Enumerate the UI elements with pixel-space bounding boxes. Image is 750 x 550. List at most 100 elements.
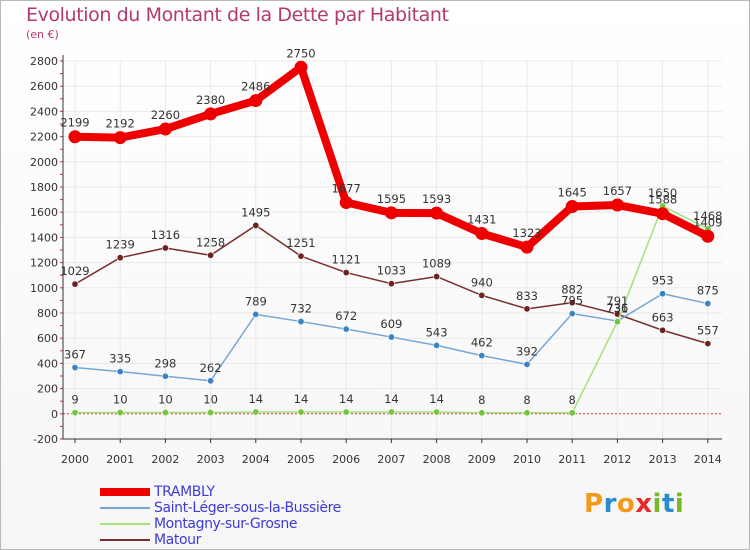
data-label: 298 bbox=[154, 356, 176, 370]
data-label: 2486 bbox=[241, 80, 270, 94]
x-tick-label: 2010 bbox=[513, 453, 541, 466]
x-tick-label: 2008 bbox=[423, 453, 451, 466]
x-tick-label: 2013 bbox=[649, 453, 677, 466]
data-point bbox=[342, 325, 350, 333]
series-lines bbox=[68, 60, 715, 417]
data-point bbox=[430, 206, 444, 220]
data-point bbox=[478, 352, 486, 360]
data-point bbox=[659, 290, 667, 298]
data-point bbox=[161, 372, 169, 380]
logo-letter: P bbox=[584, 489, 604, 519]
data-point bbox=[158, 122, 172, 136]
legend-label: Matour bbox=[154, 532, 201, 548]
data-label: 2199 bbox=[60, 116, 89, 130]
data-label: 1657 bbox=[603, 184, 632, 198]
data-point bbox=[387, 333, 395, 341]
data-label: 1431 bbox=[467, 212, 496, 226]
data-label: 367 bbox=[64, 348, 86, 362]
data-label: 1089 bbox=[422, 257, 451, 271]
x-tick-label: 2001 bbox=[106, 453, 134, 466]
data-point bbox=[294, 60, 308, 74]
data-label: 940 bbox=[471, 275, 493, 289]
data-label: 1258 bbox=[196, 235, 225, 249]
data-label: 10 bbox=[203, 393, 218, 407]
data-label: 8 bbox=[523, 393, 530, 407]
data-label: 2750 bbox=[286, 46, 315, 60]
data-point bbox=[704, 340, 712, 348]
data-label: 1121 bbox=[332, 253, 361, 267]
data-label: 10 bbox=[113, 393, 128, 407]
data-label: 1239 bbox=[106, 238, 135, 252]
data-label: 462 bbox=[471, 336, 493, 350]
x-tick-label: 2014 bbox=[694, 453, 722, 466]
data-label: 732 bbox=[290, 302, 312, 316]
data-label: 2260 bbox=[151, 108, 180, 122]
data-point bbox=[610, 198, 624, 212]
data-point bbox=[116, 254, 124, 262]
data-label: 1251 bbox=[286, 236, 315, 250]
legend-swatch bbox=[100, 507, 150, 509]
data-label: 609 bbox=[380, 317, 402, 331]
legend-swatch bbox=[100, 488, 150, 496]
y-tick-label: 2800 bbox=[30, 55, 58, 68]
data-point bbox=[342, 269, 350, 277]
proxiti-logo: Proxiti bbox=[584, 489, 684, 519]
data-label: 543 bbox=[426, 325, 448, 339]
data-point bbox=[161, 244, 169, 252]
data-label: 262 bbox=[200, 361, 222, 375]
data-point bbox=[207, 377, 215, 385]
data-label: 335 bbox=[109, 352, 131, 366]
axes: -200 0 200 400 600 800 1000 1200 1400 1600 1800 200… bbox=[30, 55, 722, 466]
legend-swatch bbox=[100, 523, 150, 525]
y-tick-label: 1600 bbox=[30, 206, 58, 219]
x-tick-label: 2002 bbox=[151, 453, 179, 466]
data-label: 2192 bbox=[106, 117, 135, 131]
data-point bbox=[71, 409, 79, 417]
x-tick-label: 2005 bbox=[287, 453, 315, 466]
data-label: 1409 bbox=[693, 215, 722, 229]
data-label: 833 bbox=[516, 289, 538, 303]
data-label: 789 bbox=[245, 294, 267, 308]
data-label: 1595 bbox=[377, 192, 406, 206]
x-tick-label: 2012 bbox=[603, 453, 631, 466]
chart-unit: (en €) bbox=[26, 28, 59, 41]
data-label: 14 bbox=[429, 392, 444, 406]
data-point bbox=[204, 107, 218, 121]
data-point bbox=[207, 251, 215, 259]
data-point bbox=[116, 368, 124, 376]
data-label: 8 bbox=[569, 393, 576, 407]
data-label: 731 bbox=[606, 302, 628, 316]
data-label: 663 bbox=[652, 310, 674, 324]
data-point bbox=[252, 408, 260, 416]
data-point bbox=[701, 229, 715, 243]
data-point bbox=[568, 409, 576, 417]
data-point bbox=[161, 409, 169, 417]
legend-swatch bbox=[100, 539, 150, 541]
data-label: 1495 bbox=[241, 205, 270, 219]
data-label: 9 bbox=[71, 393, 78, 407]
data-label: 1677 bbox=[332, 181, 361, 195]
y-tick-label: 1400 bbox=[30, 231, 58, 244]
data-point bbox=[387, 408, 395, 416]
logo-letter: o bbox=[616, 489, 636, 519]
data-point bbox=[387, 280, 395, 288]
data-point bbox=[613, 318, 621, 326]
data-point bbox=[433, 273, 441, 281]
data-point bbox=[207, 409, 215, 417]
data-label: 1033 bbox=[377, 264, 406, 278]
data-point bbox=[252, 221, 260, 229]
data-point bbox=[71, 280, 79, 288]
data-labels: 1029123913161258149512511121103310899408… bbox=[60, 46, 722, 406]
y-tick-label: 600 bbox=[37, 332, 58, 345]
x-tick-label: 2006 bbox=[332, 453, 360, 466]
line-chart: -200 0 200 400 600 800 1000 1200 1400 1600 1800 200… bbox=[30, 46, 722, 466]
data-label: 14 bbox=[248, 392, 263, 406]
y-tick-label: 2200 bbox=[30, 131, 58, 144]
data-label: 2380 bbox=[196, 93, 225, 107]
legend-label: Saint-Léger-sous-la-Bussière bbox=[154, 500, 341, 516]
data-point bbox=[478, 409, 486, 417]
y-tick-label: 800 bbox=[37, 307, 58, 320]
data-label: 875 bbox=[697, 284, 719, 298]
data-point bbox=[656, 207, 670, 221]
x-tick-label: 2004 bbox=[242, 453, 270, 466]
